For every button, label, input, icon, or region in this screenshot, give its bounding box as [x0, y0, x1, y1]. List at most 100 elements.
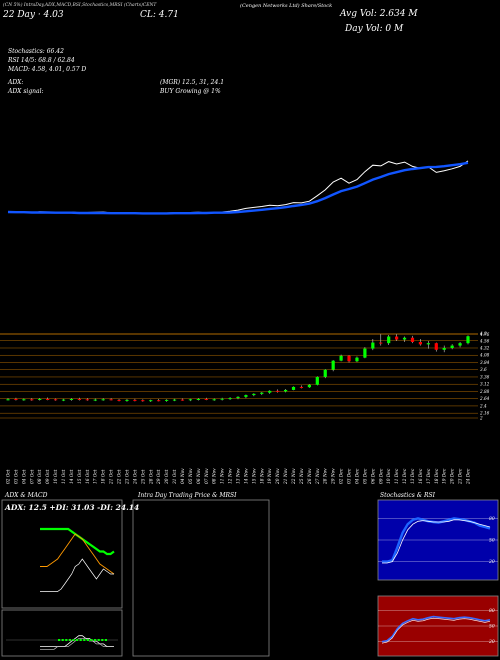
candle-body	[410, 337, 415, 342]
date-tick-label: 28 Oct	[149, 469, 154, 485]
date-tick-label: 09 Dec	[379, 468, 384, 484]
date-tick-label: 18 Nov	[260, 468, 265, 484]
macd-histogram-bar	[94, 639, 97, 641]
date-tick-label: 31 Oct	[173, 469, 178, 484]
candle-body	[157, 400, 161, 402]
price-tick-label: 2.16	[479, 411, 490, 416]
candle-body	[252, 393, 256, 396]
candle-body	[315, 376, 319, 385]
date-tick-label: 11 Oct	[62, 469, 67, 484]
date-tick-label: 20 Dec	[451, 468, 456, 485]
macd-reading: MACD: 4.58, 4.01, 0.57 D	[8, 66, 87, 73]
date-tick-label: 07 Oct	[30, 469, 35, 484]
stoch-reading: Stochastics: 66.42	[8, 48, 64, 55]
candle-body	[347, 355, 351, 362]
candle-body	[450, 345, 454, 348]
date-tick-label: 15 Oct	[78, 469, 83, 484]
date-tick-label: 22 Oct	[118, 469, 123, 485]
candle-body	[6, 399, 10, 401]
candle-body	[466, 336, 470, 344]
date-tick-label: 11 Nov	[221, 468, 226, 484]
price-tick-label: 2.64	[479, 396, 490, 401]
macd-histogram-bar	[90, 639, 93, 641]
stoch-panel-title: Stochastics & RSI	[380, 492, 435, 499]
date-tick-label: 13 Nov	[237, 468, 242, 484]
adx-line	[40, 527, 115, 556]
candle-body	[38, 398, 42, 400]
date-tick-label: 16 Oct	[86, 469, 91, 484]
date-tick-label: 23 Oct	[125, 469, 130, 485]
price-tick-label: 3.6	[480, 367, 487, 372]
macd-histogram-bar	[68, 639, 71, 641]
price-tick-label: 2.88	[479, 389, 490, 394]
price-tick-label: 4.76	[479, 332, 490, 337]
candle-body	[236, 396, 240, 399]
date-tick-label: 10 Oct	[54, 469, 59, 484]
date-tick-label: 05 Dec	[363, 468, 368, 484]
candle-body	[291, 386, 296, 390]
date-tick-label: 05 Nov	[189, 468, 194, 484]
date-tick-label: 22 Nov	[292, 468, 297, 485]
candle-body	[101, 399, 105, 401]
date-tick-label: 02 Oct	[7, 469, 12, 484]
macd-histogram-bar	[65, 639, 68, 641]
price-tick-label: 2.4	[479, 403, 487, 408]
candle-body	[228, 398, 232, 400]
date-tick-label: 06 Nov	[197, 468, 202, 484]
candle-body	[93, 399, 97, 401]
macd-histogram-bar	[79, 639, 82, 641]
candle-body	[204, 398, 208, 400]
candle-body	[117, 399, 121, 401]
candle-body	[339, 355, 343, 361]
close-label: CL: 4.71	[140, 10, 179, 20]
candle-body	[22, 399, 26, 401]
stoch-d-line	[382, 519, 491, 564]
candle-body	[53, 399, 58, 401]
macd-panel	[1, 609, 123, 657]
candle-body	[172, 399, 177, 401]
date-tick-label: 19 Nov	[268, 468, 273, 484]
candle-body	[402, 337, 407, 340]
candle-body	[212, 399, 216, 401]
date-tick-label: 21 Nov	[284, 468, 289, 485]
candle-body	[46, 398, 50, 400]
macd-signal-line	[40, 638, 114, 650]
macd-histogram-bar	[86, 639, 89, 641]
mrsi-line	[381, 617, 491, 644]
buy-signal: BUY Growing @ 1%	[160, 88, 221, 95]
candle-body	[426, 343, 430, 345]
candle-body	[125, 399, 129, 401]
avg-vol: Avg Vol: 2.634 M	[340, 9, 418, 19]
date-tick-label: 02 Dec	[340, 468, 345, 484]
price-tick-label: 3.12	[480, 382, 490, 387]
date-tick-label: 06 Dec	[371, 468, 376, 484]
price-tick-label: 4.8	[479, 331, 487, 336]
date-tick-label: 15 Nov	[252, 468, 257, 484]
macd-histogram-bar	[101, 639, 104, 641]
rsi-line	[381, 615, 491, 643]
date-tick-label: 13 Dec	[411, 468, 416, 484]
candle-body	[244, 395, 248, 397]
candle-body	[30, 399, 34, 401]
rsi-tick-label: 80	[489, 608, 495, 614]
rsi-panel	[377, 595, 499, 657]
date-tick-label: 14 Nov	[244, 468, 249, 484]
candle-body	[276, 390, 280, 392]
date-tick-label: 24 Dec	[467, 468, 472, 485]
adx-panel-title: ADX & MACD	[5, 492, 48, 499]
candle-body	[149, 400, 153, 402]
price-tick-label: 4.56	[479, 338, 490, 343]
candle-body	[133, 399, 137, 401]
mgr-reading: (MGR) 12.5, 31, 24.1	[160, 79, 225, 86]
intraday-panel	[132, 499, 270, 657]
candle-body	[283, 389, 288, 392]
date-tick-label: 08 Nov	[213, 468, 218, 484]
date-tick-label: 25 Oct	[141, 469, 146, 485]
adx-panel	[1, 499, 123, 609]
tabs-line: (CN 5%) IntraDay,ADX,MACD,BSI,Stochastic…	[3, 3, 157, 8]
price-tick-label: 4.32	[479, 345, 490, 350]
date-tick-label: 29 Oct	[157, 469, 162, 485]
stoch-tick-label: 50	[489, 538, 495, 544]
date-tick-label: 09 Oct	[46, 469, 51, 484]
date-tick-label: 16 Dec	[419, 468, 424, 484]
